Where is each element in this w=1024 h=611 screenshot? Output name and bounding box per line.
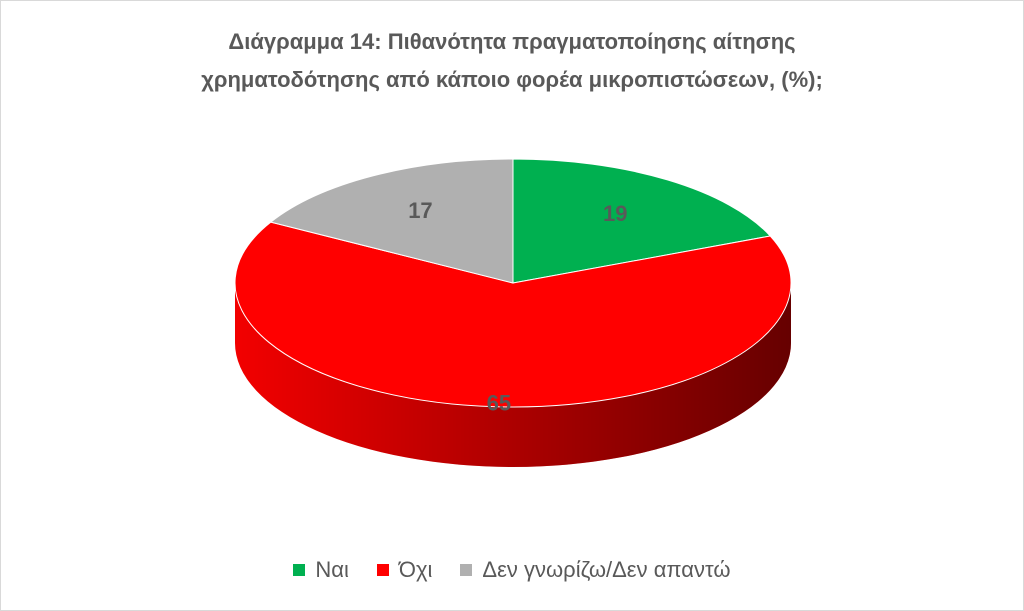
legend: Ναι Όχι Δεν γνωρίζω/Δεν απαντώ bbox=[1, 557, 1023, 583]
legend-item: Ναι bbox=[293, 557, 349, 583]
data-label: 19 bbox=[603, 201, 627, 226]
pie-slice bbox=[512, 158, 772, 284]
legend-label: Ναι bbox=[315, 557, 349, 582]
legend-swatch bbox=[376, 564, 389, 576]
chart-title: χρηματοδότησης από κάποιο φορέα μικροπισ… bbox=[201, 67, 823, 92]
legend-swatch bbox=[293, 564, 306, 576]
data-label: 17 bbox=[408, 198, 432, 223]
pie-slice bbox=[269, 158, 514, 284]
pie-side-shade bbox=[235, 283, 791, 467]
legend-item: Δεν γνωρίζω/Δεν απαντώ bbox=[460, 557, 731, 583]
chart-title: Διάγραμμα 14: Πιθανότητα πραγματοποίησης… bbox=[228, 29, 795, 54]
legend-label: Όχι bbox=[398, 557, 433, 582]
legend-label: Δεν γνωρίζω/Δεν απαντώ bbox=[482, 557, 731, 582]
legend-swatch bbox=[460, 564, 473, 576]
data-label: 65 bbox=[487, 390, 511, 415]
legend-item: Όχι bbox=[376, 557, 433, 583]
pie-slice bbox=[234, 221, 792, 408]
